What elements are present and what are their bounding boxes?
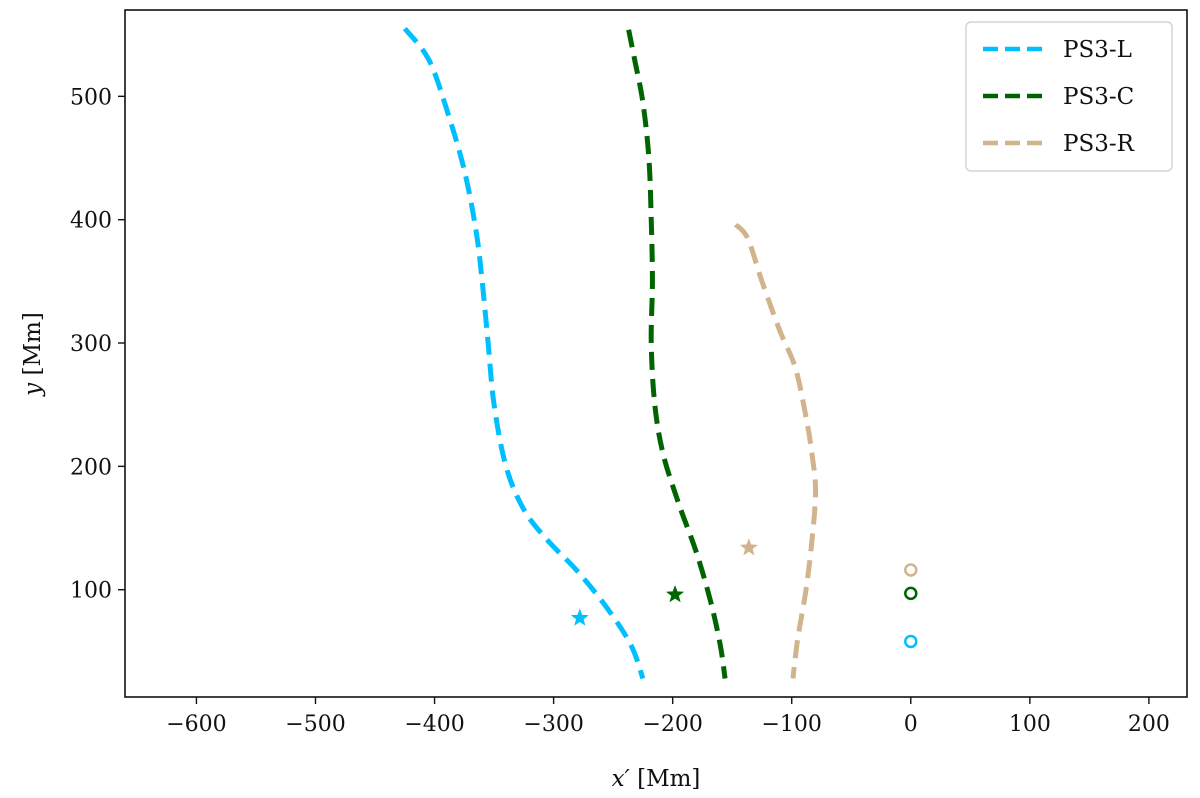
legend-label-ps3-c: PS3-C (1063, 84, 1134, 110)
x-axis-label: x′ [Mm] (612, 766, 701, 792)
y-tick-label: 400 (70, 209, 112, 234)
plot-area (402, 26, 918, 680)
x-tick-label: −500 (285, 712, 345, 737)
circle-marker-ps3-r (904, 563, 918, 577)
series-line-ps3-c (626, 29, 728, 679)
y-tick-label: 100 (70, 579, 112, 604)
star-marker-ps3-l (570, 608, 589, 626)
y-axis-unit: [Mm] (20, 312, 46, 383)
star-marker-ps3-r (739, 538, 758, 556)
x-tick-label: −400 (404, 712, 464, 737)
legend-label-ps3-l: PS3-L (1063, 37, 1132, 63)
x-tick-label: −200 (642, 712, 702, 737)
star-marker-ps3-c (666, 585, 685, 603)
x-tick-label: −300 (523, 712, 583, 737)
circle-marker-ps3-c (904, 586, 918, 601)
legend-box (965, 21, 1173, 172)
y-tick-label: 300 (70, 332, 112, 357)
circle-marker-ps3-l (904, 634, 918, 649)
y-axis: 100 200 300 400 500 (70, 85, 125, 604)
x-axis-variable: x′ (612, 766, 631, 792)
x-tick-label: 100 (1009, 712, 1051, 737)
x-tick-label: 200 (1128, 712, 1170, 737)
series-line-ps3-l (402, 26, 646, 680)
x-tick-label: 0 (904, 712, 918, 737)
x-axis: −600 −500 −400 −300 −200 −100 0 100 200 (166, 697, 1170, 737)
x-axis-unit: [Mm] (630, 766, 701, 792)
x-tick-label: −100 (762, 712, 822, 737)
y-axis-variable: y (20, 382, 46, 397)
legend: PS3-L PS3-C PS3-R (965, 21, 1173, 172)
y-axis-label: y [Mm] (20, 312, 46, 397)
x-tick-label: −600 (166, 712, 226, 737)
series-line-ps3-r (733, 222, 819, 679)
legend-label-ps3-r: PS3-R (1063, 131, 1135, 157)
y-tick-label: 500 (70, 85, 112, 110)
axes-frame (124, 9, 1188, 698)
y-tick-label: 200 (70, 455, 112, 480)
